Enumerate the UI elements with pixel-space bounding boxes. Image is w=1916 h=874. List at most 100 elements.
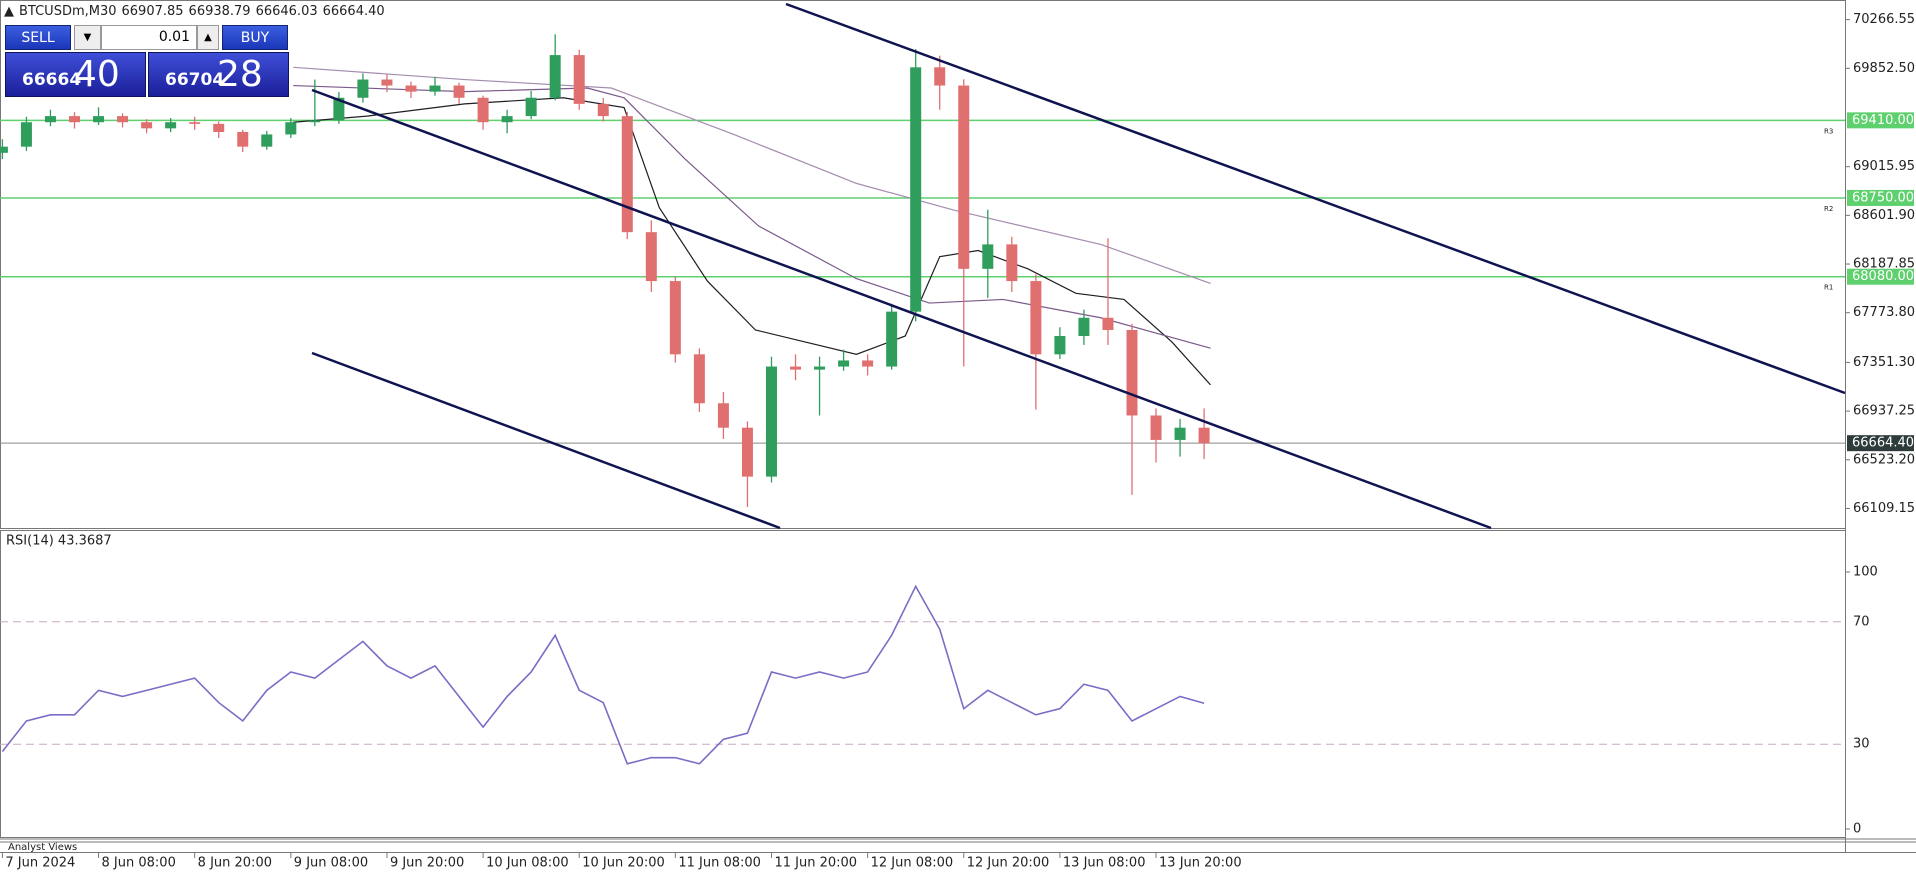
moving-average xyxy=(293,66,1211,284)
y-tick-label: 68187.85 xyxy=(1853,257,1915,272)
y-tick-label: 69852.50 xyxy=(1853,61,1915,76)
x-tick-label: 9 Jun 08:00 xyxy=(294,856,368,871)
y-tick-label: 66523.20 xyxy=(1853,452,1915,467)
main-panel xyxy=(0,0,1846,529)
candle-body xyxy=(0,146,8,153)
y-tick-label: 67351.30 xyxy=(1853,355,1915,370)
ohlc-open: 66907.85 xyxy=(121,4,184,19)
x-tick-label: 11 Jun 20:00 xyxy=(774,856,857,871)
level-label-box xyxy=(1847,189,1914,206)
bid-box[interactable]: 66664 40 xyxy=(5,52,146,97)
candle-body xyxy=(237,131,249,147)
buy-button[interactable]: BUY xyxy=(222,25,288,50)
x-tick-label: 12 Jun 20:00 xyxy=(967,856,1050,871)
candle-body xyxy=(693,354,705,404)
ohlc-low: 66646.03 xyxy=(255,4,318,19)
y-tick-label: 0 xyxy=(1853,822,1861,837)
candle-body xyxy=(597,103,609,117)
bid-big: 40 xyxy=(74,54,120,95)
icon: ▲ xyxy=(4,4,14,19)
current-price-label: 66664.40 xyxy=(1852,436,1914,451)
candle-body xyxy=(982,244,994,269)
y-tick-label: 70266.55 xyxy=(1853,12,1915,27)
lot-input[interactable]: 0.01 xyxy=(101,25,197,50)
symbol: BTCUSDm,M30 xyxy=(19,4,117,19)
y-tick-label: 68601.90 xyxy=(1853,208,1915,223)
current-price-box xyxy=(1847,435,1914,452)
candle-body xyxy=(309,120,321,123)
candle-body xyxy=(814,366,826,370)
candle-body xyxy=(453,85,465,98)
candle-body xyxy=(93,116,105,123)
candle-body xyxy=(1198,427,1210,444)
candle-body xyxy=(189,122,201,124)
candle-body xyxy=(741,427,753,477)
x-tick-label: 11 Jun 08:00 xyxy=(678,856,761,871)
candle-body xyxy=(1126,329,1138,416)
y-tick-label: 66109.15 xyxy=(1853,501,1915,516)
candle-body xyxy=(429,85,441,92)
candle-body xyxy=(645,232,657,282)
candle-body xyxy=(1054,335,1066,355)
candle-body xyxy=(1006,244,1018,282)
candle-body xyxy=(525,97,537,117)
candle-body xyxy=(717,403,729,428)
candle-body xyxy=(20,122,32,147)
bid-main: 66664 xyxy=(22,70,82,90)
channel-line[interactable] xyxy=(311,351,781,530)
sell-button[interactable]: SELL xyxy=(5,25,71,50)
y-tick-label: 100 xyxy=(1853,565,1878,580)
candle-body xyxy=(621,116,633,233)
candle-body xyxy=(1102,317,1114,330)
lot-up[interactable]: ▲ xyxy=(197,25,219,50)
candle-body xyxy=(69,116,81,123)
candle-body xyxy=(333,97,345,121)
candle-body xyxy=(1078,317,1090,336)
candle-body xyxy=(117,116,129,123)
lot-down[interactable]: ▼ xyxy=(74,25,101,50)
candle-body xyxy=(862,360,874,367)
y-tick-label: 70 xyxy=(1853,614,1870,629)
y-tick-label: 67773.80 xyxy=(1853,305,1915,320)
x-tick-label: 7 Jun 2024 xyxy=(5,856,75,871)
candle-body xyxy=(477,97,489,123)
candle-body xyxy=(934,67,946,86)
candle-body xyxy=(886,311,898,367)
x-tick-label: 12 Jun 08:00 xyxy=(871,856,954,871)
chart-header: ▲ BTCUSDm,M30 66907.85 66938.79 66646.03 6666… xyxy=(4,4,390,19)
level-label: 69410.00 xyxy=(1852,113,1914,128)
candle-body xyxy=(838,360,850,367)
rsi-panel xyxy=(0,530,1846,838)
y-tick-label: 66937.25 xyxy=(1853,404,1915,419)
candle-body xyxy=(381,79,393,86)
candle-body xyxy=(765,366,777,477)
level-label: 68080.00 xyxy=(1852,269,1914,284)
ohlc-close: 66664.40 xyxy=(322,4,385,19)
trendlines xyxy=(311,2,1846,530)
level-label: 68750.00 xyxy=(1852,190,1914,205)
tab-label[interactable]: Analyst Views xyxy=(8,842,77,853)
ask-box[interactable]: 66704 28 xyxy=(148,52,289,97)
channel-line[interactable] xyxy=(311,88,1492,530)
x-tick-label: 9 Jun 20:00 xyxy=(390,856,464,871)
x-tick-label: 8 Jun 08:00 xyxy=(102,856,176,871)
candle-body xyxy=(501,116,513,123)
candle-body xyxy=(261,134,273,147)
candle-body xyxy=(1150,415,1162,440)
ask-big: 28 xyxy=(217,54,263,95)
candle-body xyxy=(141,122,153,129)
candle-body xyxy=(1174,427,1186,440)
ask-main: 66704 xyxy=(165,70,225,90)
candle-body xyxy=(958,85,970,269)
x-tick-label: 13 Jun 08:00 xyxy=(1063,856,1146,871)
level-tag: R1 xyxy=(1824,284,1833,292)
candle-body xyxy=(405,85,417,92)
candle-body xyxy=(44,116,56,123)
candle-body xyxy=(910,67,922,312)
level-tag: R3 xyxy=(1824,127,1833,135)
candle-body xyxy=(790,366,802,370)
level-tag: R2 xyxy=(1824,205,1833,213)
channel-line[interactable] xyxy=(785,2,1846,395)
